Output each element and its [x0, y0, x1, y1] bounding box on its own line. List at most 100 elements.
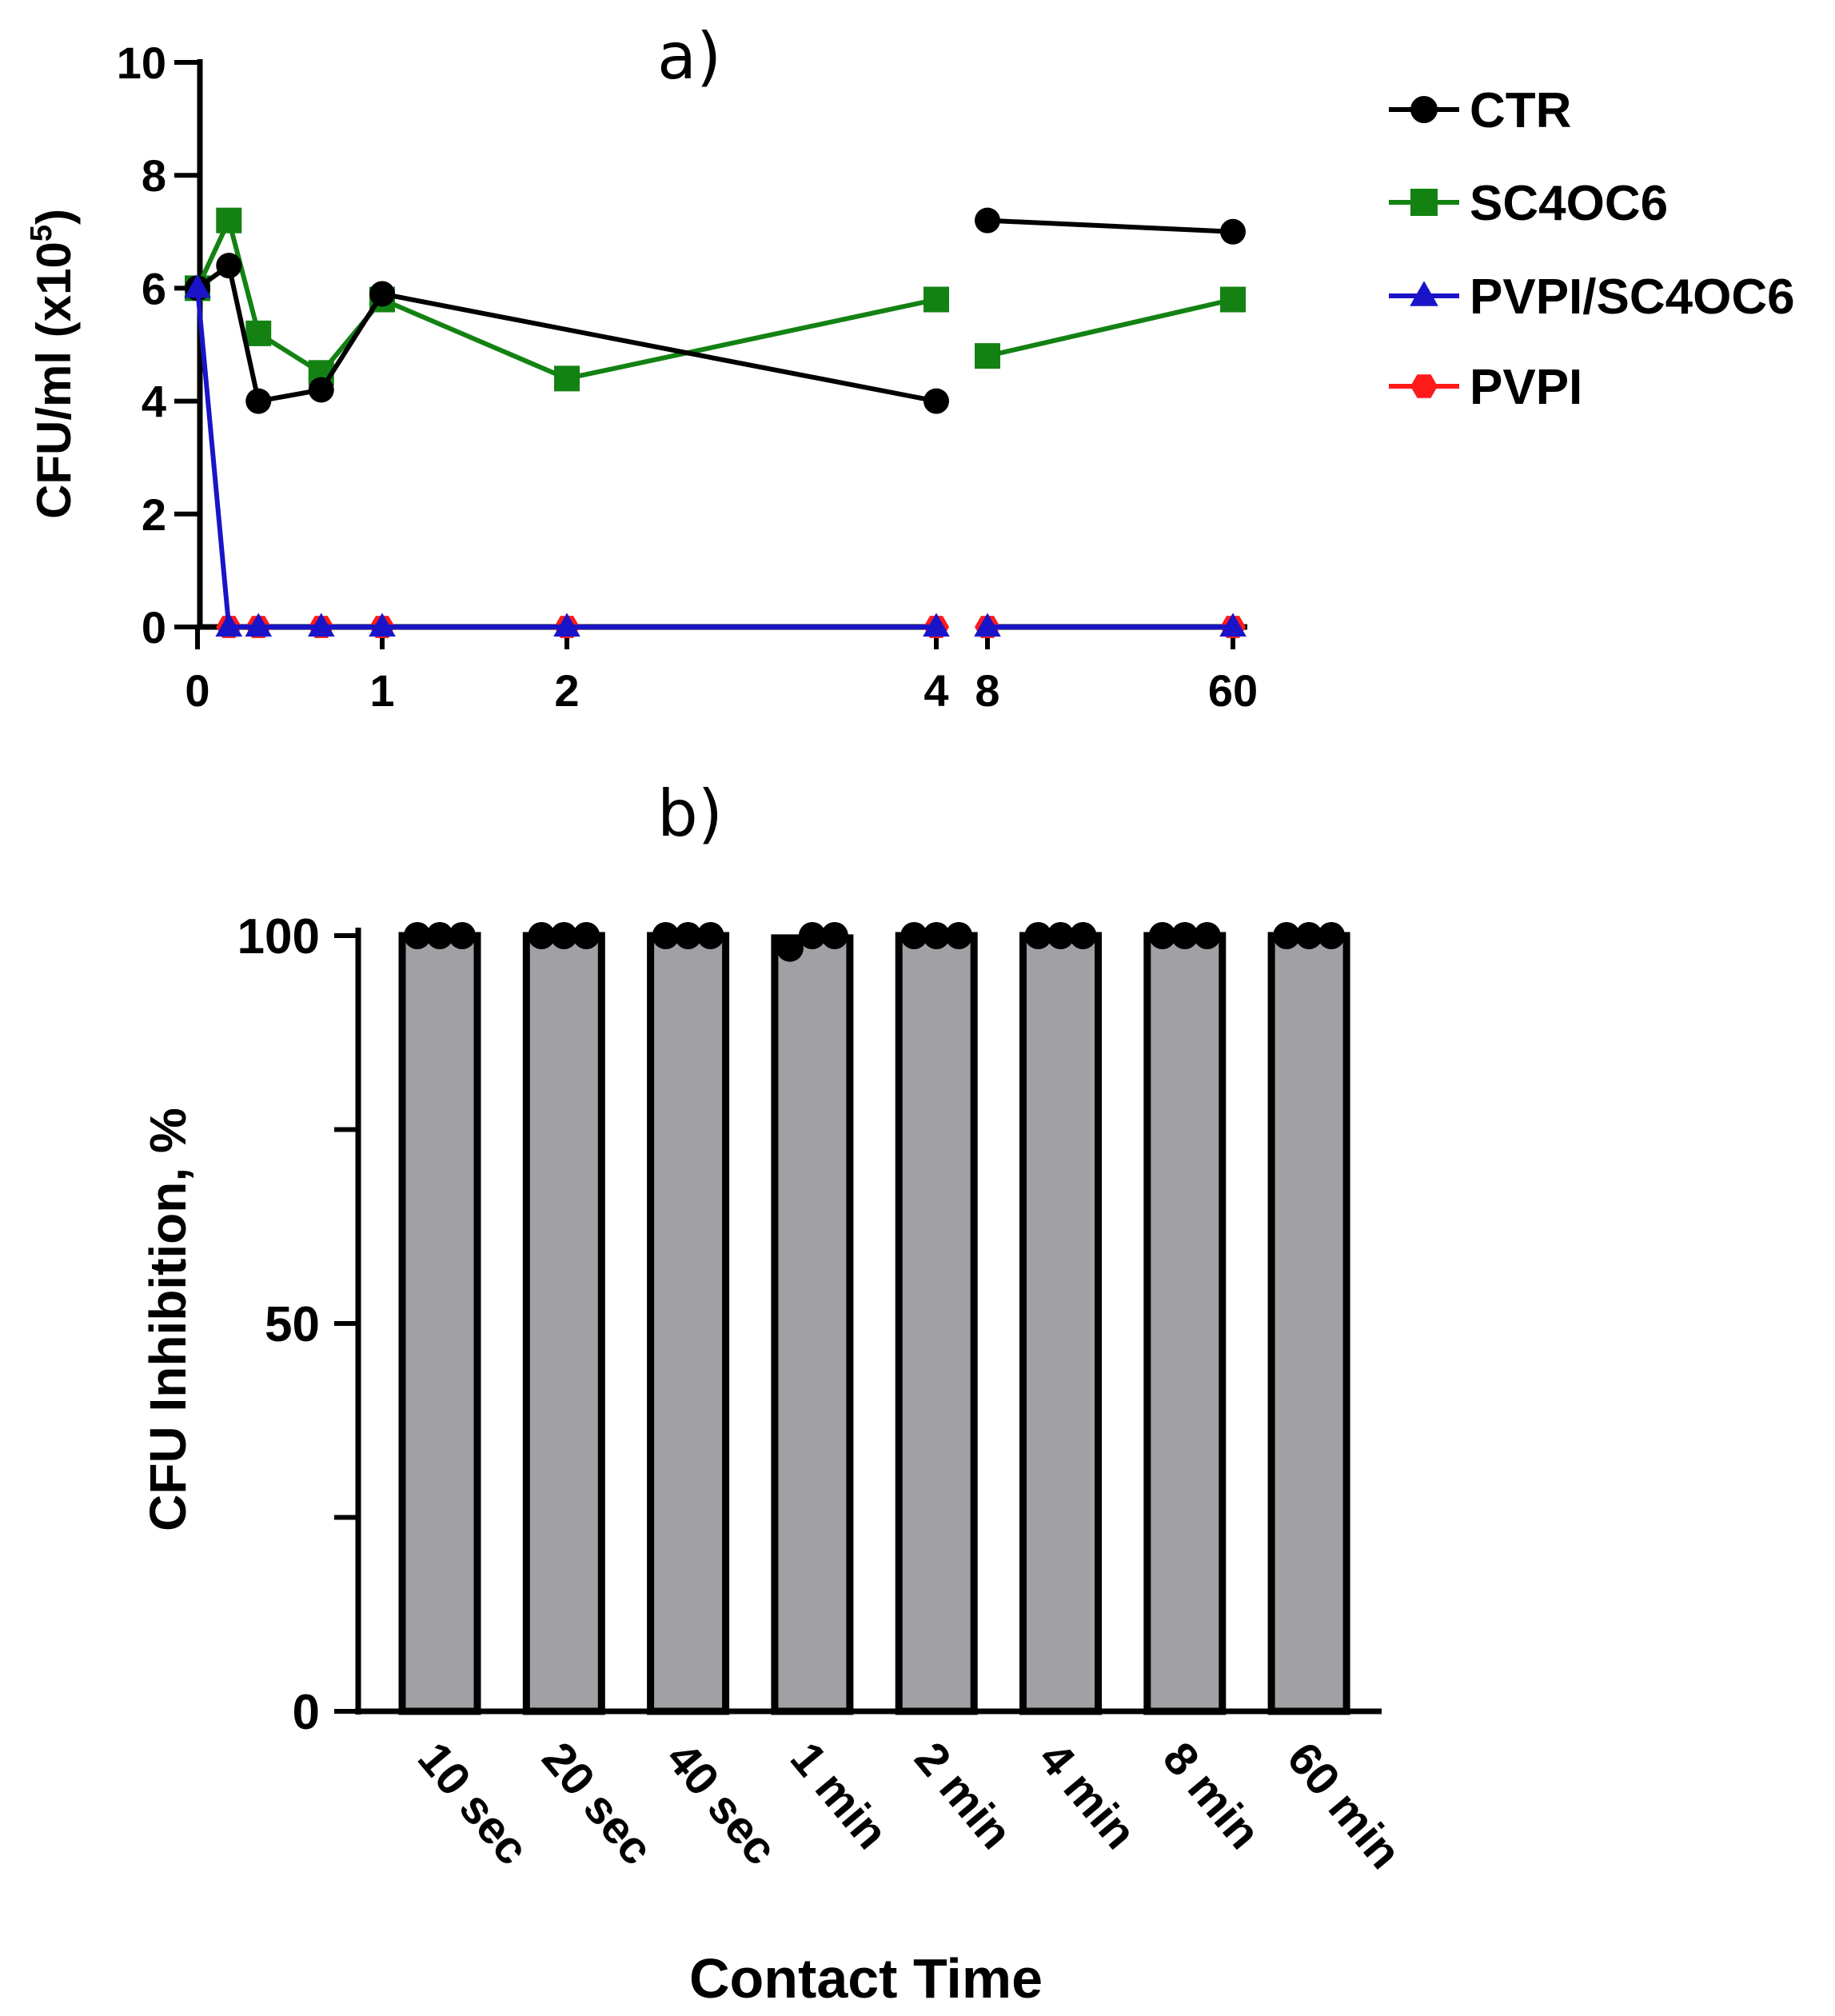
replicate-point — [652, 922, 680, 949]
line-chart-x-tick-label: 8 — [975, 665, 999, 716]
legend-item-pvpi: PVPI — [1389, 360, 1582, 415]
data-point-pvpi-sc4oc6 — [974, 613, 1001, 637]
line-chart-y-tick-label: 8 — [142, 150, 166, 201]
series-sc4oc6 — [185, 207, 1246, 392]
replicate-point — [1171, 922, 1199, 949]
line-chart-x-ticks: 0 1 2 4 8 60 — [185, 627, 1258, 716]
replicate-point — [449, 922, 476, 949]
replicate-point — [1069, 922, 1097, 949]
bar-chart-x-tick-label: 4 min — [1029, 1733, 1147, 1859]
line-chart-y-tick-label: 6 — [142, 263, 166, 313]
data-point-sc4oc6 — [975, 343, 1000, 369]
line-chart-y-tick-label: 2 — [142, 489, 166, 540]
bar-chart-x-tick-label: 10 sec — [408, 1733, 539, 1875]
line-chart-y-tick-label: 4 — [142, 377, 166, 427]
bar-chart-x-tick-label: 1 min — [780, 1733, 898, 1859]
data-point-pvpi-sc4oc6 — [1219, 613, 1247, 637]
bar-chart-x-tick-label: 8 min — [1153, 1733, 1271, 1859]
bar-chart-y-tick-label: 50 — [265, 1297, 320, 1352]
legend-marker-sc4oc6 — [1410, 189, 1438, 216]
data-point-ctr — [369, 281, 395, 307]
replicate-point — [798, 922, 826, 949]
line-chart-y-tick-label: 0 — [142, 602, 166, 653]
bar — [1019, 932, 1102, 1715]
data-point-pvpi-sc4oc6 — [245, 613, 273, 637]
data-point-sc4oc6 — [554, 365, 580, 392]
data-point-ctr — [245, 388, 272, 414]
line-chart-series — [184, 207, 1247, 638]
bar — [398, 932, 481, 1715]
bar-chart-x-tick-label: 60 min — [1277, 1733, 1411, 1879]
data-point-ctr — [975, 207, 1000, 234]
replicate-point — [1295, 922, 1323, 949]
line-chart-x-tick-label: 0 — [185, 665, 209, 716]
replicate-point — [820, 922, 848, 949]
bar-chart-y-tick-label: 0 — [293, 1685, 320, 1740]
bar-chart-x-tick-label: 40 sec — [656, 1733, 788, 1875]
bar — [522, 932, 605, 1715]
panel-b-label: b) — [657, 776, 723, 851]
legend-label-pvpi-sc4oc6: PVPI/SC4OC6 — [1470, 269, 1795, 325]
data-point-ctr — [308, 377, 334, 403]
replicate-point — [900, 922, 928, 949]
replicate-point — [1273, 922, 1301, 949]
data-point-sc4oc6 — [245, 320, 272, 346]
panel-a-label: a) — [657, 19, 721, 94]
line-chart-x-tick-label: 4 — [923, 665, 948, 716]
data-point-pvpi-sc4oc6 — [553, 613, 580, 637]
legend-item-sc4oc6: SC4OC6 — [1389, 176, 1668, 231]
replicate-point — [1024, 922, 1052, 949]
bar-chart-y-ticks: 0 50 100 — [237, 909, 358, 1740]
legend-marker-pvpi-sc4oc6 — [1410, 281, 1438, 306]
series-line-sc4oc6 — [987, 297, 1234, 359]
line-chart-legend: CTR SC4OC6 PVPI/SC4OC6 PVPI — [1389, 83, 1795, 415]
line-chart-x-tick-label: 60 — [1208, 665, 1258, 716]
line-chart-y-ticks: 0 2 4 6 8 10 — [117, 38, 200, 653]
bar-chart-x-tick-label: 2 min — [904, 1733, 1022, 1859]
replicate-point — [1148, 922, 1176, 949]
replicate-point — [945, 922, 973, 949]
data-point-sc4oc6 — [923, 286, 949, 313]
data-point-pvpi-sc4oc6 — [307, 613, 335, 637]
line-chart-x-tick-label: 1 — [369, 665, 394, 716]
bar-chart-bars — [398, 932, 1350, 1715]
legend-label-sc4oc6: SC4OC6 — [1470, 176, 1668, 231]
series-line-pvpi-sc4oc6 — [195, 288, 936, 629]
replicate-point — [404, 922, 431, 949]
replicate-point — [1193, 922, 1221, 949]
bar-chart-axes — [355, 928, 1382, 1715]
bar — [1143, 932, 1227, 1715]
series-line-sc4oc6 — [195, 218, 937, 381]
bar-chart-x-tick-label: 20 sec — [532, 1733, 663, 1875]
bar — [771, 934, 854, 1715]
data-point-pvpi-sc4oc6 — [369, 613, 396, 637]
legend-marker-pvpi — [1410, 374, 1438, 398]
data-point-ctr — [1220, 218, 1246, 245]
replicate-point — [572, 922, 600, 949]
replicate-point — [528, 922, 556, 949]
bar — [895, 932, 978, 1715]
replicate-point — [1047, 922, 1075, 949]
data-point-pvpi-sc4oc6 — [184, 273, 211, 298]
bar — [647, 932, 730, 1715]
legend-label-pvpi: PVPI — [1470, 360, 1582, 415]
data-point-sc4oc6 — [1220, 286, 1246, 313]
data-point-ctr — [216, 253, 242, 279]
replicate-point — [776, 934, 804, 962]
replicate-point — [426, 922, 453, 949]
series-pvpi-sc4oc6 — [184, 273, 1247, 637]
bar-chart-y-axis-title: CFU Inhibition, % — [139, 1108, 197, 1531]
replicate-point — [550, 922, 578, 949]
data-point-sc4oc6 — [216, 207, 242, 234]
series-ctr — [185, 207, 1246, 414]
legend-item-pvpi-sc4oc6: PVPI/SC4OC6 — [1389, 269, 1795, 325]
bar — [1267, 932, 1350, 1715]
line-chart-x-tick-label: 2 — [554, 665, 579, 716]
bar-chart-replicate-points — [404, 922, 1346, 962]
replicate-point — [1318, 922, 1346, 949]
bar-chart-x-axis-title: Contact Time — [689, 1947, 1043, 2010]
